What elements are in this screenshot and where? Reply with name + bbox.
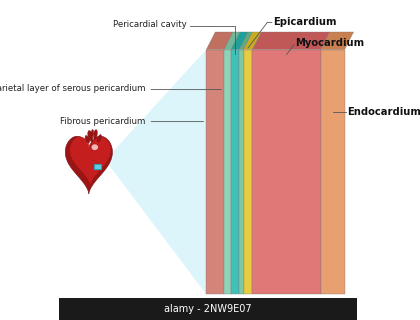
Polygon shape: [252, 32, 330, 50]
Polygon shape: [239, 32, 252, 50]
Bar: [239, 50, 244, 294]
Text: Endocardium: Endocardium: [347, 107, 420, 117]
Polygon shape: [206, 32, 233, 50]
Polygon shape: [224, 32, 240, 50]
Bar: [231, 50, 239, 294]
Text: Pericardial cavity: Pericardial cavity: [113, 20, 187, 28]
Polygon shape: [231, 32, 248, 50]
Polygon shape: [105, 50, 206, 294]
Ellipse shape: [94, 130, 97, 139]
Ellipse shape: [97, 134, 101, 142]
Bar: [206, 50, 224, 294]
Polygon shape: [65, 136, 113, 194]
Text: Epicardium: Epicardium: [273, 17, 336, 28]
Bar: [244, 50, 252, 294]
Ellipse shape: [92, 144, 98, 150]
Ellipse shape: [91, 130, 94, 136]
Text: Fibrous pericardium: Fibrous pericardium: [60, 117, 145, 126]
Bar: [59, 298, 357, 320]
Bar: [252, 50, 321, 294]
Ellipse shape: [85, 135, 89, 143]
Polygon shape: [244, 32, 261, 50]
Text: alamy - 2NW9E07: alamy - 2NW9E07: [164, 304, 252, 314]
Bar: [224, 50, 231, 294]
Text: Myocardium: Myocardium: [295, 38, 364, 48]
Bar: [321, 50, 345, 294]
Text: Parietal layer of serous pericardium: Parietal layer of serous pericardium: [0, 84, 145, 92]
Polygon shape: [70, 137, 111, 185]
Bar: [94, 164, 101, 169]
Ellipse shape: [88, 131, 93, 141]
Polygon shape: [321, 32, 354, 50]
